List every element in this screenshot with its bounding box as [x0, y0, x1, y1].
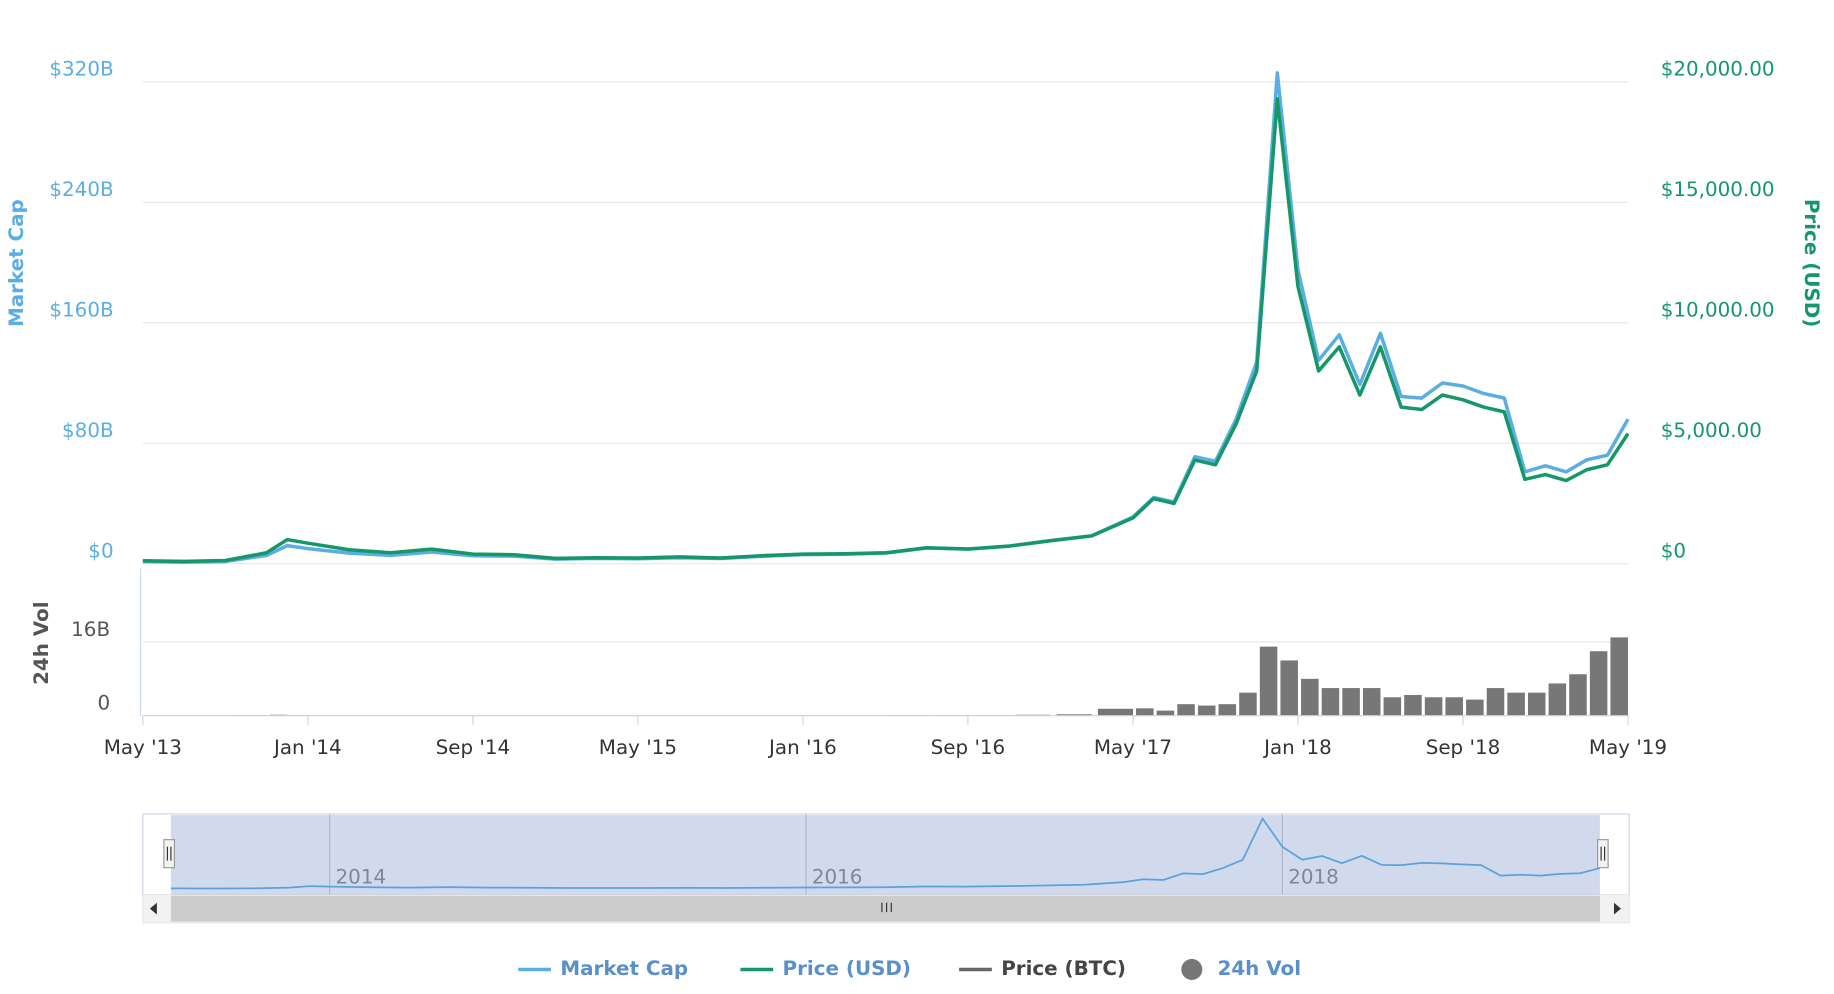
y2-tick-label: $15,000.00: [1661, 178, 1775, 201]
x-tick-label: May '13: [104, 736, 182, 759]
navigator-label: 2014: [336, 866, 387, 889]
legend-symbol: [1181, 958, 1203, 980]
volume-bar: [1466, 699, 1484, 716]
legend-item[interactable]: Price (USD): [740, 957, 911, 980]
x-tick-label: May '15: [599, 736, 677, 759]
y-tick-label: $160B: [49, 299, 113, 322]
y2-tick-label: $10,000.00: [1661, 299, 1775, 322]
navigator-mask: [170, 815, 1600, 895]
scrollbar-thumb[interactable]: [170, 895, 1600, 922]
volume-bar: [1218, 704, 1237, 716]
scrollbar-grip: [881, 902, 892, 913]
y-tick-label: $240B: [49, 178, 113, 201]
volume-bar: [1177, 704, 1195, 716]
navigator-handle[interactable]: [163, 839, 176, 869]
series-line: [142, 96, 1630, 564]
volume-bar: [1548, 683, 1567, 716]
volume-tick-label: 0: [97, 691, 110, 714]
volume-bar: [1362, 688, 1381, 716]
legend-label: 24h Vol: [1218, 957, 1302, 980]
volume-bar: [1156, 710, 1175, 716]
navigator[interactable]: [142, 813, 1630, 897]
volume-bar: [1197, 705, 1216, 716]
navigator-handle[interactable]: [1597, 839, 1609, 869]
scroll-right[interactable]: [1613, 902, 1621, 915]
volume-bar: [1569, 674, 1587, 716]
handle-grip: [1600, 846, 1606, 861]
x-tick-label: Jan '14: [272, 736, 342, 759]
x-tick-label: May '17: [1094, 736, 1172, 759]
handle-grip: [166, 846, 172, 861]
series-line: [142, 71, 1630, 564]
volume-bar: [1610, 637, 1629, 716]
legend-item[interactable]: Price (BTC): [959, 957, 1126, 980]
scroll-left[interactable]: [149, 902, 157, 915]
navigator-label: 2018: [1288, 866, 1339, 889]
x-tick-label: Jan '16: [767, 736, 837, 759]
volume-bar: [1321, 688, 1340, 716]
x-tick-label: Jan '18: [1262, 736, 1332, 759]
volume-bar: [1239, 692, 1257, 716]
volume-bar: [1259, 646, 1278, 716]
y2-tick-label: $20,000.00: [1661, 58, 1775, 81]
volume-bar: [1589, 651, 1608, 716]
navigator-label: 2016: [812, 866, 863, 889]
volume-bar: [1136, 708, 1154, 716]
volume-bar: [1056, 714, 1092, 716]
volume-tick-label: 16B: [71, 618, 110, 641]
volume-bar: [1445, 697, 1463, 716]
y-tick-label: $0: [88, 539, 113, 562]
volume-bar: [1404, 694, 1422, 716]
volume-bar: [1424, 697, 1443, 716]
y-tick-label: $320B: [49, 58, 113, 81]
y-axis-title: Market Cap: [5, 199, 28, 327]
navigator-line: [170, 816, 1601, 890]
volume-bar: [1342, 688, 1360, 716]
volume-bar: [1097, 708, 1133, 716]
volume-bar: [1301, 678, 1319, 716]
legend-label: Market Cap: [560, 957, 688, 980]
legend-item[interactable]: 24h Vol: [1181, 957, 1301, 980]
volume-bar: [1280, 660, 1298, 716]
volume-bar: [1486, 688, 1505, 716]
volume-axis-title: 24h Vol: [30, 601, 53, 685]
y2-tick-label: $5,000.00: [1661, 419, 1762, 442]
x-tick-label: Sep '16: [931, 736, 1006, 759]
legend-label: Price (BTC): [1001, 957, 1126, 980]
volume-bar: [1507, 692, 1525, 716]
x-tick-label: Sep '14: [436, 736, 511, 759]
legend-label: Price (USD): [783, 957, 911, 980]
volume-bar: [1383, 697, 1402, 716]
legend-item[interactable]: Market Cap: [518, 957, 688, 980]
x-tick-label: May '19: [1589, 736, 1667, 759]
y-tick-label: $80B: [62, 419, 114, 442]
y2-tick-label: $0: [1661, 539, 1686, 562]
volume-bar: [1527, 692, 1546, 716]
y2-axis-title: Price (USD): [1800, 199, 1823, 327]
x-tick-label: Sep '18: [1426, 736, 1501, 759]
